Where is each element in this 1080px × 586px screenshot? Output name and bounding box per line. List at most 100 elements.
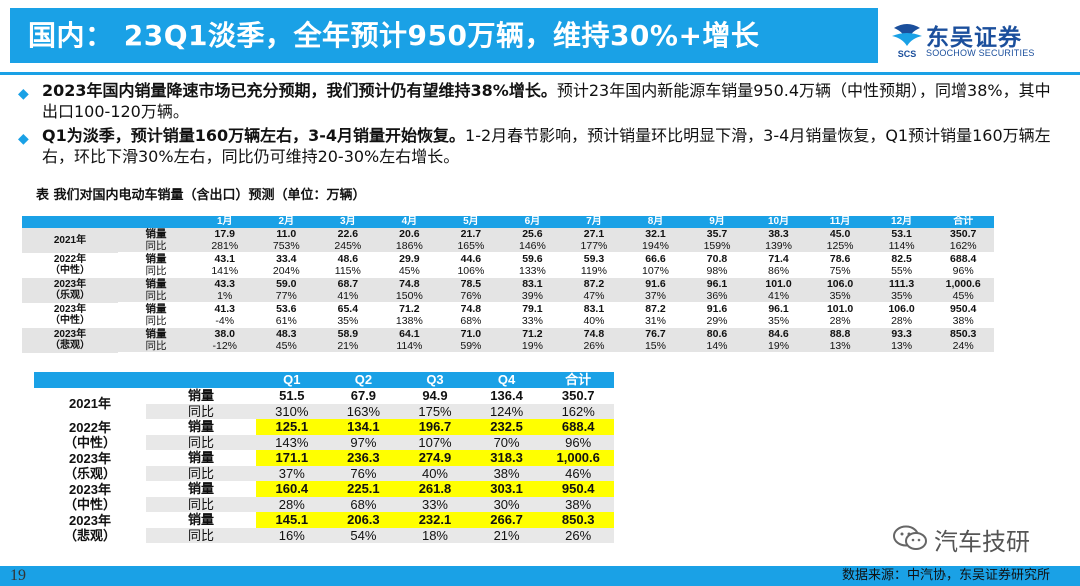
yoy-cell: 107%: [624, 265, 687, 278]
sales-cell: 70.8: [706, 253, 728, 265]
sales-cell: 87.2: [563, 277, 625, 290]
metric-label: 同比: [146, 403, 256, 419]
sales-cell: 87.2: [645, 303, 666, 315]
scenario-label: （乐观）: [50, 290, 90, 301]
sales-cell: 96.1: [686, 277, 748, 290]
sales-cell: 53.6: [276, 303, 297, 315]
yoy-cell: 204%: [255, 265, 318, 278]
table-row: 2021年 销量 17.9 11.0 22.6 20.6 21.7 25.6 27.1 32.1 3…: [22, 228, 994, 253]
year-label: 2023年: [69, 481, 111, 497]
table-row: 2023年 （乐观） 销量 43.3 59.0 68.7 74.8 78.5 83.1 87.2 9…: [22, 277, 994, 303]
header-divider: [0, 72, 1080, 75]
table-header-blank: [34, 372, 146, 388]
metric-label: 同比: [146, 465, 256, 481]
sales-cell: 950.4: [542, 481, 614, 497]
yoy-cell: 96%: [542, 434, 614, 450]
yoy-cell: 35%: [317, 315, 379, 328]
table-row: 同比 310% 163% 175% 124% 162%: [34, 403, 614, 419]
table-row: 同比 141% 204% 115% 45% 106% 133% 119% 107% 98% 86% 7…: [22, 265, 994, 278]
sales-cell: 196.7: [399, 419, 471, 435]
company-logo: SCS 东吴证券 SOOCHOW SECURITIES: [890, 18, 1075, 64]
yoy-cell: 75%: [809, 265, 871, 278]
table-row: 2022年 （中性） 销量 43.1 33.4 48.6 29.9 44.6 59.6 59.3 6…: [22, 253, 994, 276]
year-label: 2022年: [53, 254, 87, 265]
sales-cell: 44.6: [460, 253, 482, 265]
sales-cell: 82.5: [891, 253, 912, 265]
table-caption: 表 我们对国内电动车销量（含出口）预测（单位：万辆）: [36, 188, 366, 203]
yoy-cell: 70%: [470, 434, 543, 450]
year-label: 2023年: [53, 304, 87, 315]
monthly-forecast-table: 1月 2月 3月 4月 5月 6月 7月 8月 9月 10月 11月 12月 合计 2021年 销量 17.…: [22, 216, 994, 353]
yoy-cell: 41%: [747, 290, 810, 303]
yoy-cell: 76%: [440, 290, 502, 303]
sales-cell: 79.1: [522, 303, 543, 315]
metric-label: 销量: [187, 481, 214, 497]
bullet-text: 1-2月春节影响，预计销量环比明显下滑，3-4月销量恢复，Q1预计销量160万辆…: [42, 126, 1051, 166]
column-header: 11月: [809, 216, 871, 228]
year-cell: 2021年: [34, 388, 146, 419]
column-header: 12月: [870, 216, 933, 228]
year-label: 2021年: [69, 396, 111, 411]
sales-cell: 25.6: [501, 228, 564, 240]
yoy-cell: 114%: [870, 240, 933, 253]
sales-cell: 1,000.6: [932, 277, 994, 290]
yoy-cell: 115%: [317, 265, 379, 278]
sales-cell: 78.5: [440, 277, 502, 290]
year-label: 2023年: [53, 279, 87, 290]
page-number: 19: [10, 567, 26, 584]
sales-cell: 350.7: [561, 388, 595, 404]
table-row: 同比 1% 77% 41% 150% 76% 39% 47% 37% 36% 41% 35% 35% 45…: [22, 290, 994, 303]
year-cell: 2023年 （乐观）: [22, 277, 118, 303]
yoy-cell: 98%: [686, 265, 748, 278]
year-cell: 2021年: [22, 228, 118, 253]
year-label: 2021年: [53, 234, 87, 246]
sales-cell: 94.9: [422, 388, 448, 404]
bullet-bold-text: 2023年国内销量降速市场已充分预期，我们预计仍有望维持38%增长。: [42, 81, 557, 100]
yoy-cell: 35%: [870, 290, 933, 303]
metric-label: 销量: [187, 388, 214, 404]
metric-label: 销量: [145, 253, 167, 265]
sales-cell: 59.3: [583, 253, 605, 265]
table-row: 同比 281% 753% 245% 186% 165% 146% 177% 194% 159% 13…: [22, 240, 994, 253]
table-row: 2023年 （乐观） 销量 171.1 236.3 274.9 318.3 1,000.6: [34, 450, 614, 481]
sales-cell: 32.1: [624, 228, 687, 240]
yoy-cell: 150%: [378, 290, 441, 303]
sales-cell: 1,000.6: [542, 450, 614, 466]
yoy-cell: 194%: [624, 240, 687, 253]
yoy-cell: 26%: [563, 340, 625, 353]
scenario-label: （中性）: [50, 315, 90, 326]
sales-cell: 17.9: [194, 228, 256, 240]
yoy-cell: 124%: [470, 403, 543, 419]
sales-cell: 91.6: [624, 277, 687, 290]
year-label: 2023年: [53, 329, 87, 340]
table-header-blank: [146, 372, 256, 388]
yoy-cell: 40%: [399, 465, 471, 481]
yoy-cell: 26%: [542, 527, 614, 543]
sales-cell: 35.7: [686, 228, 748, 240]
yoy-cell: 245%: [317, 240, 379, 253]
sales-cell: 66.6: [645, 253, 666, 265]
yoy-cell: 45%: [255, 340, 318, 353]
sales-cell: 43.3: [194, 277, 256, 290]
sales-cell: 96.1: [768, 303, 789, 315]
metric-label: 销量: [118, 327, 194, 340]
yoy-cell: 177%: [563, 240, 625, 253]
yoy-cell: 163%: [327, 403, 400, 419]
scenario-label: （中性）: [63, 496, 116, 512]
sales-cell: 850.3: [932, 327, 994, 340]
yoy-cell: -4%: [194, 315, 256, 328]
sales-cell: 101.0: [826, 303, 854, 315]
column-header: 合计: [542, 372, 614, 388]
year-cell: 2022年 （中性）: [34, 419, 146, 450]
yoy-cell: 125%: [809, 240, 871, 253]
year-cell: 2023年 （中性）: [22, 303, 118, 328]
column-header: Q2: [327, 372, 400, 388]
table-row: 2023年 （悲观） 销量 145.1 206.3 232.1 266.7 850.3: [34, 512, 614, 543]
yoy-cell: 97%: [327, 434, 400, 450]
yoy-cell: 33%: [501, 315, 564, 328]
metric-label: 销量: [145, 303, 167, 315]
yoy-cell: 47%: [563, 290, 625, 303]
sales-cell: 134.1: [327, 419, 400, 435]
sales-cell: 84.6: [747, 327, 810, 340]
yoy-cell: 61%: [255, 315, 318, 328]
